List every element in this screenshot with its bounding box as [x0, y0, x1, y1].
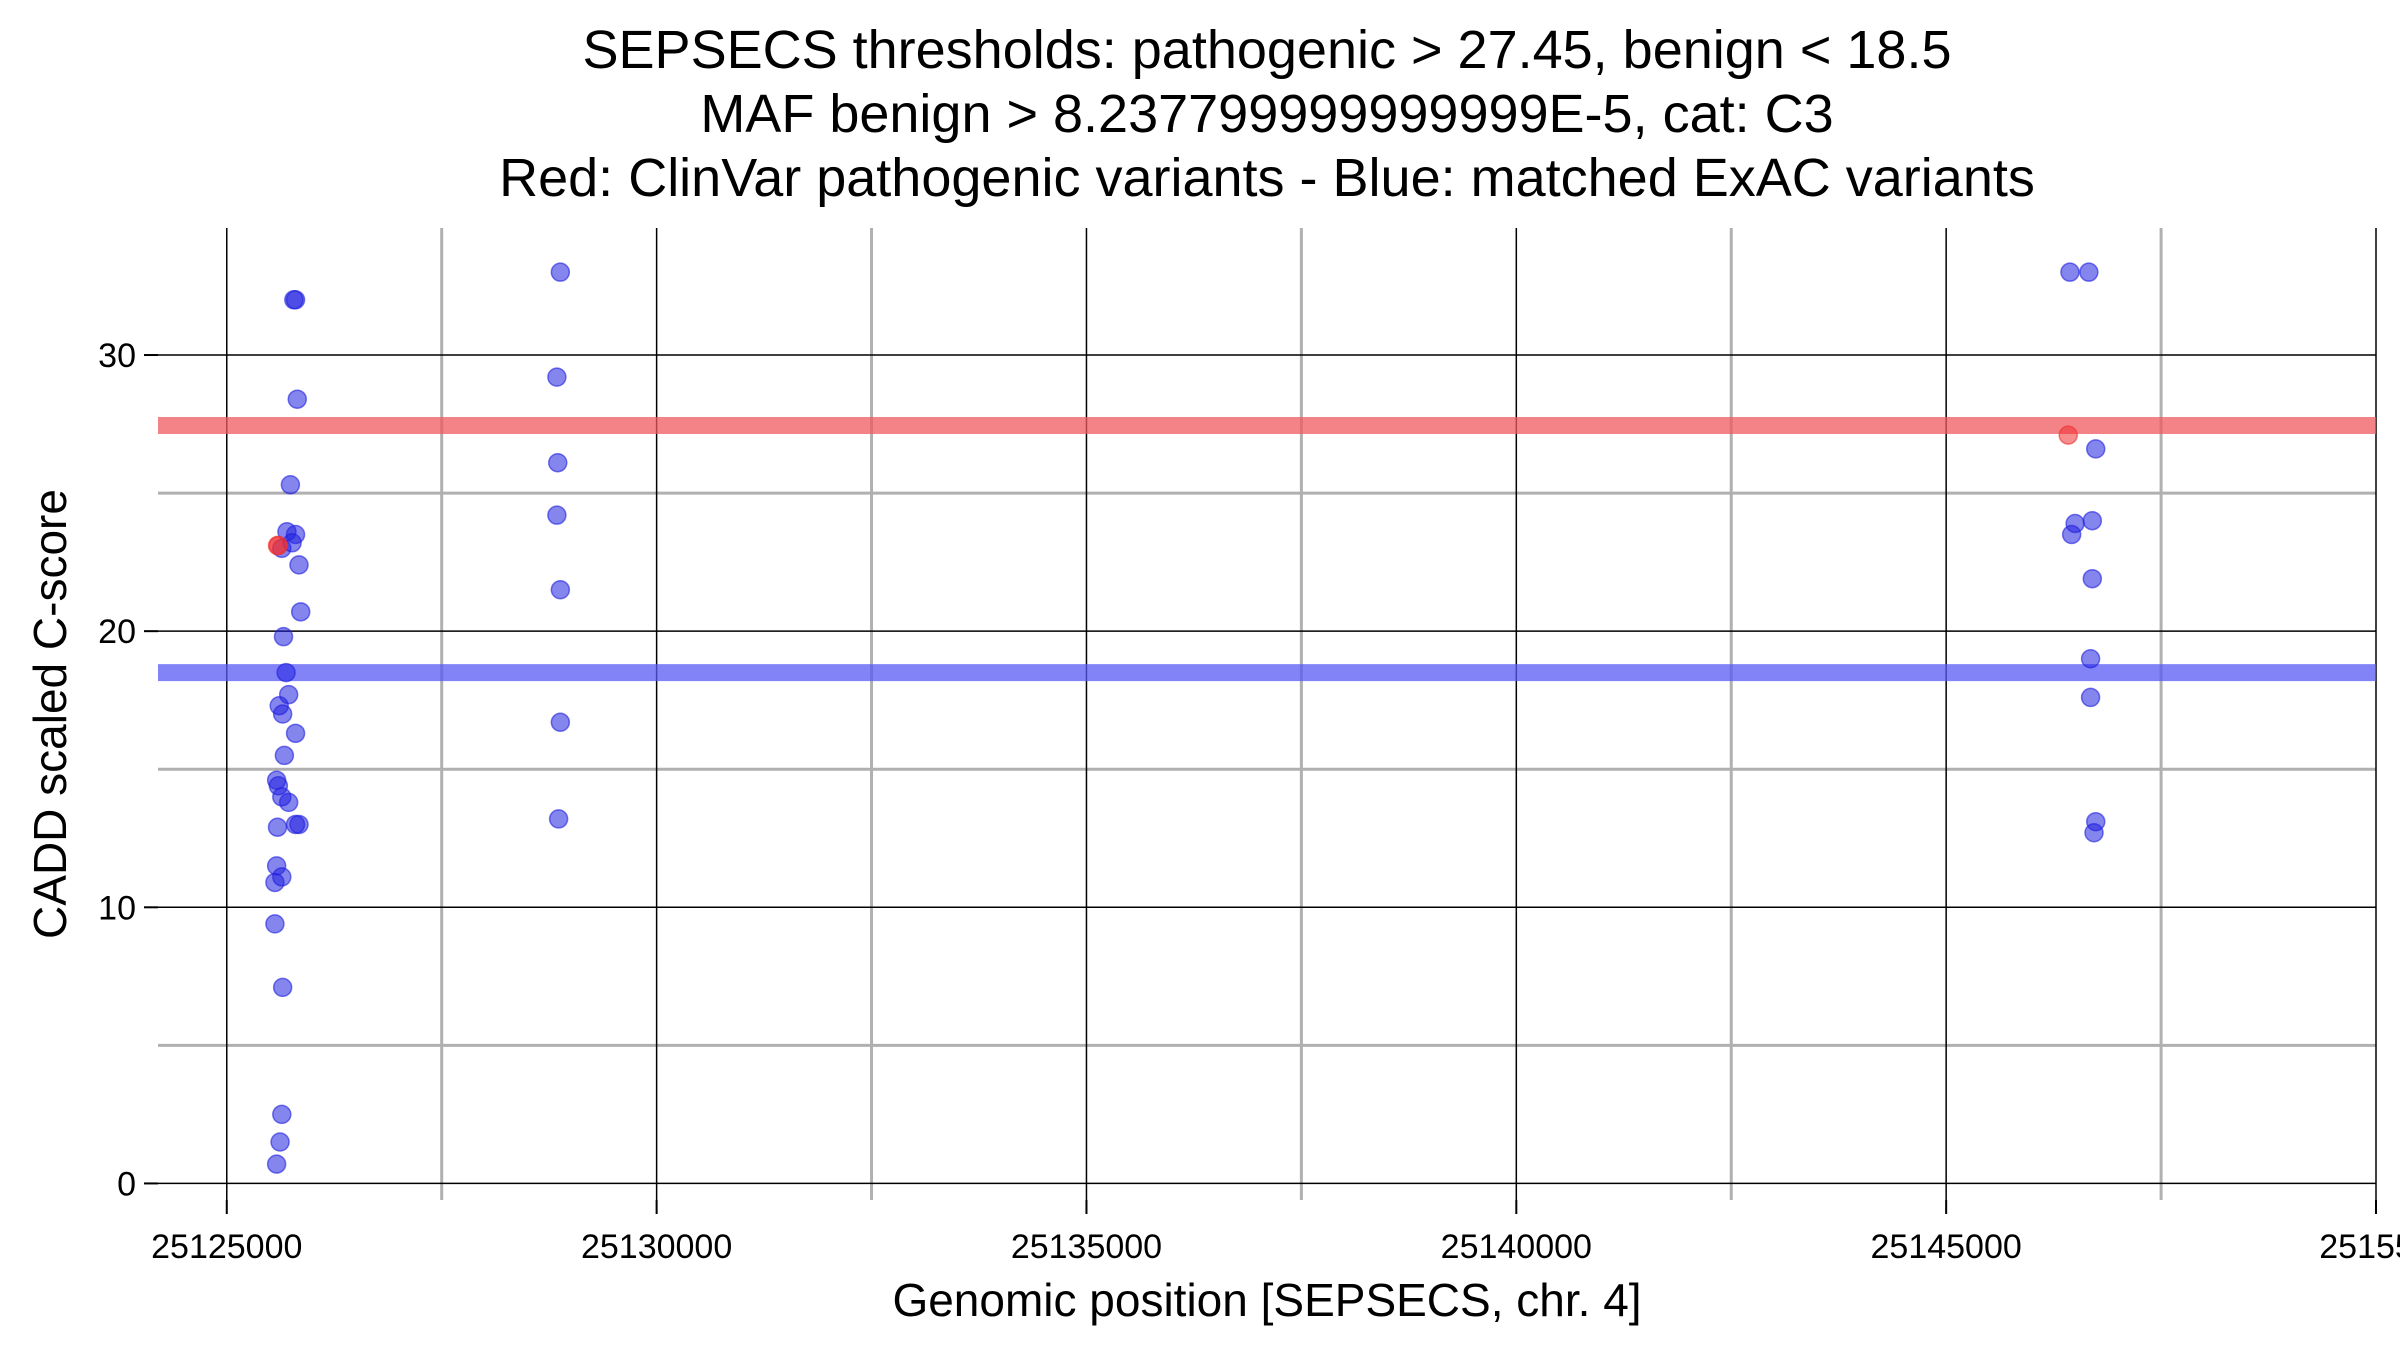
data-point — [268, 535, 289, 556]
x-tick-label: 25130000 — [581, 1228, 732, 1266]
data-point — [548, 452, 568, 473]
data-point — [2080, 649, 2101, 669]
data-point — [2061, 524, 2082, 545]
data-point — [2058, 425, 2078, 445]
data-points — [265, 262, 2106, 1174]
grid-major — [158, 228, 2377, 1200]
data-point — [550, 579, 571, 600]
x-axis-label: Genomic position [SEPSECS, chr. 4] — [892, 1274, 1641, 1326]
data-point — [2080, 687, 2101, 708]
chart-title-line: SEPSECS thresholds: pathogenic > 27.45, … — [583, 20, 1952, 80]
data-point — [265, 872, 285, 893]
data-point — [280, 475, 301, 495]
data-point — [276, 662, 296, 683]
x-tick-label: 25140000 — [1441, 1228, 1592, 1266]
data-point — [265, 914, 285, 934]
chart-title-line: Red: ClinVar pathogenic variants - Blue:… — [499, 148, 2035, 208]
data-point — [285, 290, 306, 310]
chart-title-line: MAF benign > 8.237799999999999E-5, cat: … — [700, 84, 1833, 144]
data-point — [2084, 822, 2104, 843]
x-tick-label: 25135000 — [1011, 1228, 1162, 1266]
data-point — [2082, 568, 2103, 589]
data-point — [289, 555, 309, 575]
x-tick-label: 251550 — [2319, 1228, 2400, 1266]
data-point — [273, 626, 294, 647]
data-point — [2085, 439, 2106, 459]
x-axis: 25125000 25130000 25135000 25140000 25145000… — [151, 1200, 2400, 1266]
data-point — [274, 745, 295, 766]
data-point — [550, 262, 571, 282]
y-tick-label: 10 — [98, 889, 136, 927]
chart-title: SEPSECS thresholds: pathogenic > 27.45, … — [499, 20, 2035, 208]
data-point — [278, 792, 299, 813]
data-point — [290, 602, 311, 622]
data-point — [266, 1154, 287, 1174]
data-point — [550, 712, 571, 733]
data-point — [272, 704, 293, 724]
data-point — [547, 367, 567, 387]
data-point — [272, 1104, 292, 1125]
data-point — [289, 814, 309, 835]
data-point — [2060, 262, 2080, 282]
data-point — [287, 389, 308, 409]
y-axis-label: CADD scaled C-score — [24, 489, 76, 939]
y-tick-label: 30 — [98, 337, 136, 375]
data-point — [2082, 510, 2103, 531]
x-tick-label: 25145000 — [1871, 1228, 2022, 1266]
data-point — [548, 809, 569, 829]
data-point — [285, 723, 306, 744]
y-tick-label: 20 — [98, 613, 136, 651]
data-point — [2079, 262, 2099, 282]
y-tick-label: 0 — [117, 1165, 136, 1203]
data-point — [547, 505, 567, 525]
data-point — [270, 1132, 290, 1152]
y-axis: 0 10 20 30 — [98, 337, 158, 1203]
threshold-lines — [158, 416, 2376, 682]
x-tick-label: 25125000 — [151, 1228, 302, 1266]
data-point — [267, 817, 288, 837]
grid-minor — [158, 228, 2376, 1200]
data-point — [272, 977, 293, 998]
